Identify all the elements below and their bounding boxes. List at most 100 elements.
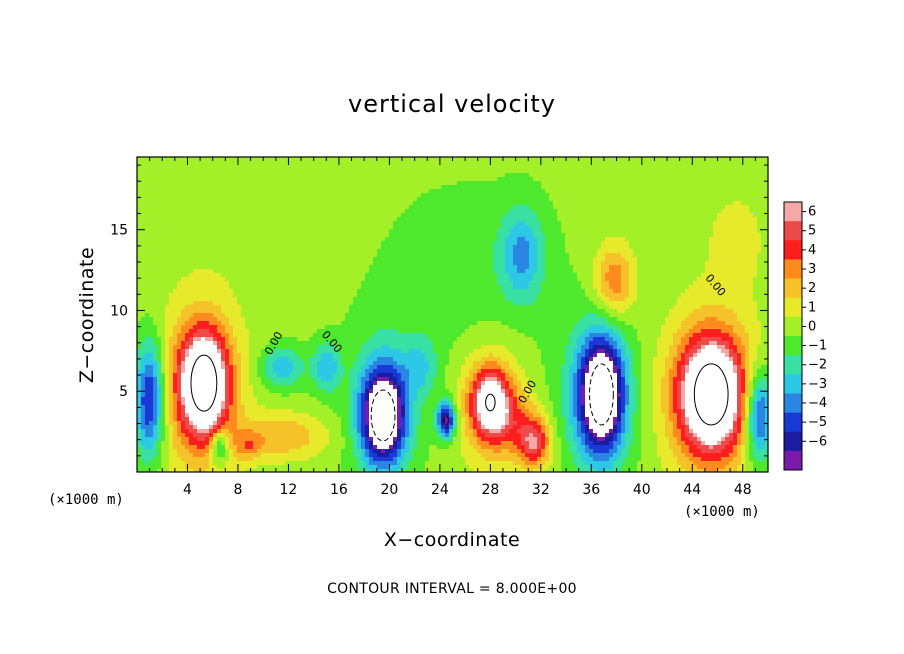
heatmap-cell [197,213,202,218]
heatmap-cell [353,265,358,270]
heatmap-cell [649,161,654,166]
heatmap-cell [453,157,458,162]
heatmap-cell [293,249,298,254]
heatmap-cell [425,273,430,278]
heatmap-cell [665,165,670,170]
heatmap-cell [673,257,678,262]
heatmap-cell [237,193,242,198]
heatmap-cell [349,225,354,230]
heatmap-cell [549,237,554,242]
heatmap-cell [201,193,206,198]
heatmap-cell [685,197,690,202]
heatmap-cell [225,225,230,230]
heatmap-cell [397,193,402,198]
heatmap-cell [765,273,769,278]
heatmap-cell [541,201,546,206]
heatmap-cell [585,217,590,222]
heatmap-cell [569,173,574,178]
heatmap-cell [365,157,370,162]
heatmap-cell [273,249,278,254]
heatmap-cell [357,273,362,278]
heatmap-cell [241,197,246,202]
heatmap-cell [581,161,586,166]
heatmap-cell [677,229,682,234]
heatmap-cell [693,205,698,210]
heatmap-cell [593,245,598,250]
heatmap-cell [469,269,474,274]
heatmap-cell [449,265,454,270]
heatmap-cell [305,209,310,214]
heatmap-cell [177,249,182,254]
heatmap-cell [157,177,162,182]
heatmap-cell [289,177,294,182]
heatmap-cell [185,165,190,170]
heatmap-cell [337,229,342,234]
heatmap-cell [177,233,182,238]
heatmap-cell [757,213,762,218]
heatmap-cell [361,229,366,234]
heatmap-cell [641,161,646,166]
heatmap-cell [149,201,154,206]
heatmap-cell [321,261,326,266]
heatmap-cell [309,161,314,166]
heatmap-cell [321,177,326,182]
heatmap-cell [377,277,382,282]
heatmap-cell [301,177,306,182]
heatmap-cell [285,229,290,234]
heatmap-cell [173,253,178,258]
heatmap-cell [533,273,538,278]
heatmap-cell [153,165,158,170]
heatmap-cell [457,269,462,274]
heatmap-cell [601,277,606,282]
heatmap-cell [521,277,526,282]
heatmap-cell [737,173,742,178]
heatmap-cell [717,165,722,170]
heatmap-cell [261,177,266,182]
heatmap-cell [725,269,730,274]
heatmap-cell [429,193,434,198]
heatmap-cell [149,205,154,210]
heatmap-cell [241,225,246,230]
heatmap-cell [473,201,478,206]
heatmap-cell [341,221,346,226]
heatmap-cell [581,221,586,226]
heatmap-cell [637,265,642,270]
heatmap-cell [661,209,666,214]
heatmap-cell [233,185,238,190]
heatmap-cell [597,277,602,282]
heatmap-cell [393,217,398,222]
heatmap-cell [465,157,470,162]
heatmap-cell [253,261,258,266]
heatmap-cell [617,225,622,230]
heatmap-cell [757,253,762,258]
heatmap-cell [585,237,590,242]
heatmap-cell [493,281,498,286]
heatmap-cell [689,201,694,206]
heatmap-cell [301,257,306,262]
heatmap-cell [149,249,154,254]
heatmap-cell [749,217,754,222]
heatmap-cell [521,189,526,194]
heatmap-cell [385,181,390,186]
heatmap-cell [621,273,626,278]
heatmap-cell [237,213,242,218]
heatmap-cell [297,157,302,162]
heatmap-cell [689,189,694,194]
heatmap-cell [397,169,402,174]
heatmap-cell [221,221,226,226]
heatmap-cell [669,185,674,190]
heatmap-cell [697,233,702,238]
heatmap-cell [157,201,162,206]
heatmap-cell [629,217,634,222]
heatmap-cell [473,225,478,230]
heatmap-cell [281,217,286,222]
heatmap-cell [549,221,554,226]
heatmap-cell [665,197,670,202]
heatmap-cell [753,173,758,178]
heatmap-cell [145,213,150,218]
heatmap-cell [289,197,294,202]
heatmap-cell [273,181,278,186]
heatmap-cell [349,273,354,278]
heatmap-cell [177,241,182,246]
heatmap-cell [749,205,754,210]
